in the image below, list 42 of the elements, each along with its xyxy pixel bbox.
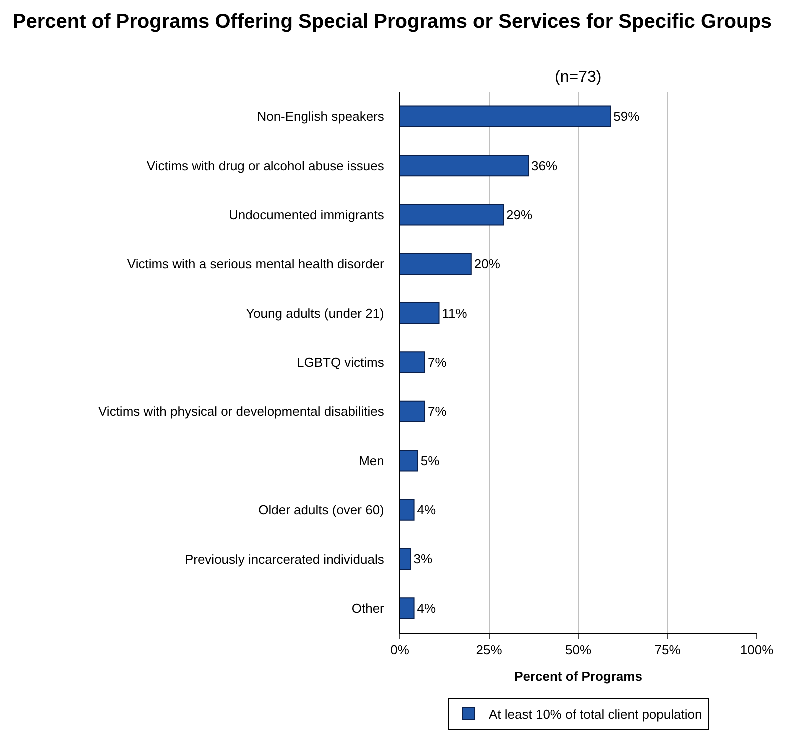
legend-label: At least 10% of total client population [489, 706, 702, 722]
x-tick-label: 25% [476, 642, 503, 658]
data-label: 4% [417, 502, 437, 518]
data-label: 3% [414, 552, 433, 567]
bar [400, 154, 530, 177]
y-tick-label: Victims with physical or developmental disabilities [98, 404, 385, 420]
data-label: 36% [532, 158, 558, 174]
x-axis-title: Percent of Programs [514, 669, 642, 684]
y-tick-label: Men [359, 453, 384, 468]
y-tick-label: Non-English speakers [257, 109, 385, 124]
data-label: 20% [474, 256, 501, 272]
x-tick-label: 50% [565, 642, 592, 658]
data-label: 29% [506, 207, 533, 222]
y-tick-label: Undocumented immigrants [229, 208, 385, 222]
chart-subtitle: (n=73) [555, 69, 602, 86]
data-label: 5% [420, 453, 440, 468]
bar [400, 253, 472, 275]
bar [400, 106, 612, 128]
data-label: 59% [614, 109, 640, 124]
y-tick-label: LGBTQ victims [296, 355, 385, 370]
bar [400, 400, 426, 423]
data-label: 4% [417, 600, 437, 616]
y-tick-label: Victims with drug or alcohol abuse issues [146, 158, 385, 174]
y-tick-label: Victims with a serious mental health disorder [127, 256, 386, 272]
x-tick-label: 100% [740, 642, 774, 658]
bar [400, 548, 412, 570]
bar [400, 450, 418, 472]
y-tick-label: Older adults (over 60) [258, 502, 384, 518]
y-tick-label: Previously incarcerated individuals [184, 552, 385, 567]
bar [400, 499, 415, 521]
bar [400, 204, 504, 226]
bar [400, 598, 415, 620]
y-tick-label: Young adults (under 21) [246, 306, 384, 321]
x-tick-label: 75% [654, 642, 682, 658]
data-label: 11% [442, 306, 468, 321]
data-label: 7% [428, 355, 448, 370]
y-tick-label: Other [352, 600, 386, 616]
bar [400, 352, 426, 374]
bar [400, 302, 440, 324]
x-tick-label: 0% [390, 642, 410, 658]
chart-title: Percent of Programs Offering Special Programs or Services for Specific Groups [12, 11, 772, 33]
data-label: 7% [428, 404, 448, 420]
